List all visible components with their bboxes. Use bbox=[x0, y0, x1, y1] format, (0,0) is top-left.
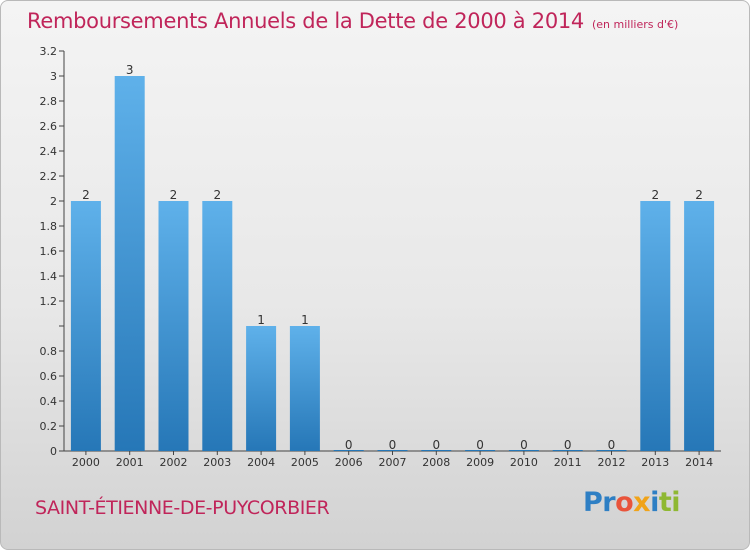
x-tick-label-2009: 2009 bbox=[466, 456, 494, 469]
x-tick-label-2003: 2003 bbox=[203, 456, 231, 469]
chart-title-text: Remboursements Annuels de la Dette de 20… bbox=[27, 9, 584, 33]
y-tick-label: 1.6 bbox=[40, 245, 58, 258]
y-tick-label: 2.6 bbox=[40, 120, 58, 133]
y-tick-label: 2.4 bbox=[40, 145, 58, 158]
y-tick-label: 0.8 bbox=[40, 345, 58, 358]
y-tick-label: 2 bbox=[50, 195, 57, 208]
data-label-2005: 1 bbox=[301, 313, 309, 327]
y-tick-label: 1.8 bbox=[40, 220, 58, 233]
data-label-2011: 0 bbox=[564, 438, 572, 452]
x-tick-label-2007: 2007 bbox=[379, 456, 407, 469]
bar-2014 bbox=[684, 201, 715, 451]
x-tick-label-2006: 2006 bbox=[335, 456, 363, 469]
chart-data-labels: 2 3 2 2 1 1 0 0 0 0 0 0 0 2 2 bbox=[82, 63, 703, 452]
x-tick-label-2004: 2004 bbox=[247, 456, 275, 469]
chart-axes: 0 0.2 0.4 0.6 0.8 1.2 1.4 1.6 1.8 2 2.2 2.4 2.6 2.8 3 3… bbox=[40, 45, 721, 469]
data-label-2006: 0 bbox=[345, 438, 353, 452]
y-tick-label: 0.2 bbox=[40, 420, 58, 433]
x-tick-label-2002: 2002 bbox=[160, 456, 188, 469]
bar-2005 bbox=[289, 326, 320, 451]
data-label-2002: 2 bbox=[170, 188, 178, 202]
y-tick-label: 2.2 bbox=[40, 170, 58, 183]
data-label-2008: 0 bbox=[432, 438, 440, 452]
bar-2003 bbox=[202, 201, 233, 451]
chart-bars bbox=[70, 76, 715, 451]
data-label-2010: 0 bbox=[520, 438, 528, 452]
data-label-2007: 0 bbox=[389, 438, 397, 452]
y-tick-label: 0.6 bbox=[40, 370, 58, 383]
x-tick-label-2000: 2000 bbox=[72, 456, 100, 469]
data-label-2004: 1 bbox=[257, 313, 265, 327]
bar-2001 bbox=[114, 76, 145, 451]
data-label-2013: 2 bbox=[651, 188, 659, 202]
bar-2002 bbox=[158, 201, 189, 451]
y-tick-label: 1.2 bbox=[40, 295, 58, 308]
y-tick-label: 3 bbox=[50, 70, 57, 83]
chart-unit: (en milliers d'€) bbox=[592, 18, 679, 31]
x-tick-label-2013: 2013 bbox=[641, 456, 669, 469]
x-tick-label-2001: 2001 bbox=[116, 456, 144, 469]
x-tick-label-2011: 2011 bbox=[554, 456, 582, 469]
x-tick-label-2005: 2005 bbox=[291, 456, 319, 469]
data-label-2000: 2 bbox=[82, 188, 90, 202]
x-tick-label-2008: 2008 bbox=[422, 456, 450, 469]
data-label-2009: 0 bbox=[476, 438, 484, 452]
x-tick-label-2012: 2012 bbox=[598, 456, 626, 469]
bar-2004 bbox=[246, 326, 277, 451]
chart-title: Remboursements Annuels de la Dette de 20… bbox=[27, 9, 678, 33]
y-tick-label: 2.8 bbox=[40, 95, 58, 108]
bar-2013 bbox=[640, 201, 671, 451]
x-tick-label-2014: 2014 bbox=[685, 456, 713, 469]
proxiti-logo: Proxiti bbox=[583, 487, 681, 518]
data-label-2014: 2 bbox=[695, 188, 703, 202]
y-tick-label: 1.4 bbox=[40, 270, 58, 283]
data-label-2012: 0 bbox=[608, 438, 616, 452]
data-label-2001: 3 bbox=[126, 63, 134, 77]
bar-2000 bbox=[70, 201, 101, 451]
y-tick-label: 0.4 bbox=[40, 395, 58, 408]
y-tick-label: 0 bbox=[50, 445, 57, 458]
y-tick-label: 3.2 bbox=[40, 45, 58, 58]
commune-name: SAINT-ÉTIENNE-DE-PUYCORBIER bbox=[35, 497, 330, 519]
data-label-2003: 2 bbox=[213, 188, 221, 202]
x-tick-label-2010: 2010 bbox=[510, 456, 538, 469]
